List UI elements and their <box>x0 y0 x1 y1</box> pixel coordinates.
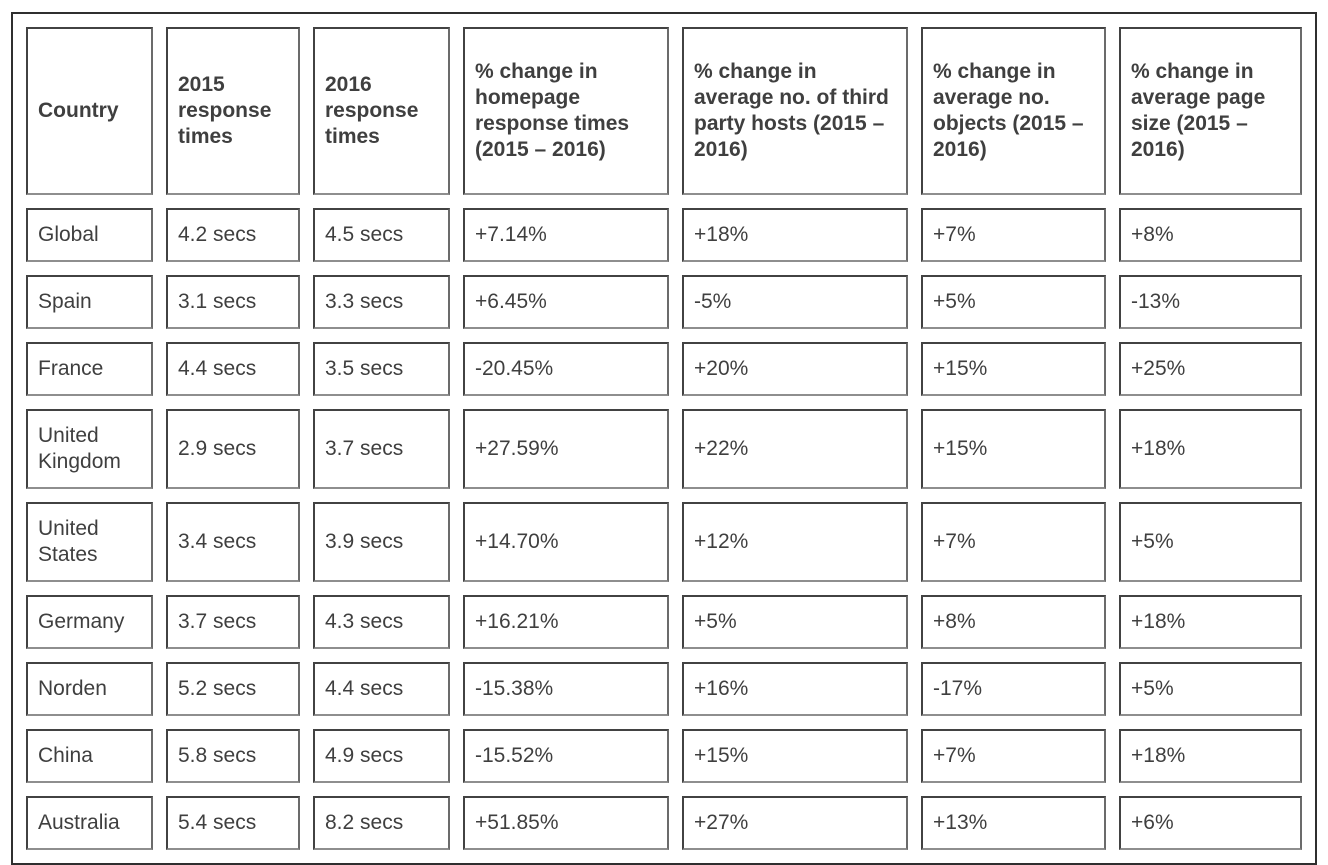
value-cell: 5.8 secs <box>166 729 300 783</box>
table-row: France 4.4 secs 3.5 secs -20.45% +20% +15% +25… <box>26 342 1302 396</box>
value-cell: +5% <box>921 275 1106 329</box>
value-cell: 4.5 secs <box>313 208 450 262</box>
value-cell: 2.9 secs <box>166 409 300 489</box>
value-cell: +18% <box>682 208 908 262</box>
country-cell: Norden <box>26 662 153 716</box>
value-cell: +15% <box>682 729 908 783</box>
value-cell: 3.7 secs <box>313 409 450 489</box>
table-row: Global 4.2 secs 4.5 secs +7.14% +18% +7% +8% <box>26 208 1302 262</box>
value-cell: -5% <box>682 275 908 329</box>
value-cell: -17% <box>921 662 1106 716</box>
value-cell: 3.5 secs <box>313 342 450 396</box>
value-cell: +13% <box>921 796 1106 850</box>
value-cell: +27% <box>682 796 908 850</box>
value-cell: -20.45% <box>463 342 669 396</box>
country-cell: France <box>26 342 153 396</box>
value-cell: +5% <box>682 595 908 649</box>
country-cell: Germany <box>26 595 153 649</box>
value-cell: +8% <box>921 595 1106 649</box>
value-cell: +22% <box>682 409 908 489</box>
value-cell: +7.14% <box>463 208 669 262</box>
value-cell: +5% <box>1119 662 1302 716</box>
value-cell: 4.3 secs <box>313 595 450 649</box>
response-times-table-frame: Country 2015 response times 2016 response … <box>11 12 1317 865</box>
value-cell: +14.70% <box>463 502 669 582</box>
country-cell: United States <box>26 502 153 582</box>
value-cell: 5.2 secs <box>166 662 300 716</box>
value-cell: +7% <box>921 502 1106 582</box>
header-row: Country 2015 response times 2016 response … <box>26 27 1302 195</box>
country-cell: Spain <box>26 275 153 329</box>
column-header: 2015 response times <box>166 27 300 195</box>
value-cell: 5.4 secs <box>166 796 300 850</box>
value-cell: +5% <box>1119 502 1302 582</box>
value-cell: +16% <box>682 662 908 716</box>
value-cell: +18% <box>1119 729 1302 783</box>
table-body: Global 4.2 secs 4.5 secs +7.14% +18% +7% +8% Sp… <box>26 208 1302 850</box>
value-cell: +15% <box>921 409 1106 489</box>
value-cell: +8% <box>1119 208 1302 262</box>
table-row: Spain 3.1 secs 3.3 secs +6.45% -5% +5% -13% <box>26 275 1302 329</box>
column-header: 2016 response times <box>313 27 450 195</box>
country-cell: China <box>26 729 153 783</box>
value-cell: 4.2 secs <box>166 208 300 262</box>
value-cell: +51.85% <box>463 796 669 850</box>
value-cell: +15% <box>921 342 1106 396</box>
value-cell: +27.59% <box>463 409 669 489</box>
country-cell: Global <box>26 208 153 262</box>
table-row: Australia 5.4 secs 8.2 secs +51.85% +27% +13%… <box>26 796 1302 850</box>
value-cell: -15.52% <box>463 729 669 783</box>
value-cell: +18% <box>1119 595 1302 649</box>
value-cell: +7% <box>921 208 1106 262</box>
value-cell: 4.4 secs <box>166 342 300 396</box>
column-header: % change in average no. objects (2015 – … <box>921 27 1106 195</box>
value-cell: 3.1 secs <box>166 275 300 329</box>
column-header: Country <box>26 27 153 195</box>
table-row: Norden 5.2 secs 4.4 secs -15.38% +16% -17% +5% <box>26 662 1302 716</box>
value-cell: +7% <box>921 729 1106 783</box>
value-cell: -15.38% <box>463 662 669 716</box>
value-cell: 8.2 secs <box>313 796 450 850</box>
value-cell: 4.4 secs <box>313 662 450 716</box>
value-cell: 3.3 secs <box>313 275 450 329</box>
value-cell: +12% <box>682 502 908 582</box>
value-cell: 3.9 secs <box>313 502 450 582</box>
value-cell: +6% <box>1119 796 1302 850</box>
column-header: % change in average page size (2015 – 20… <box>1119 27 1302 195</box>
value-cell: -13% <box>1119 275 1302 329</box>
value-cell: 3.7 secs <box>166 595 300 649</box>
table-header: Country 2015 response times 2016 response … <box>26 27 1302 195</box>
country-cell: Australia <box>26 796 153 850</box>
value-cell: +6.45% <box>463 275 669 329</box>
table-row: China 5.8 secs 4.9 secs -15.52% +15% +7% +18% <box>26 729 1302 783</box>
value-cell: +25% <box>1119 342 1302 396</box>
value-cell: 3.4 secs <box>166 502 300 582</box>
column-header: % change in homepage response times (201… <box>463 27 669 195</box>
table-row: United States 3.4 secs 3.9 secs +14.70% +12%… <box>26 502 1302 582</box>
column-header: % change in average no. of third party h… <box>682 27 908 195</box>
table-row: United Kingdom 2.9 secs 3.7 secs +27.59% +22… <box>26 409 1302 489</box>
value-cell: +18% <box>1119 409 1302 489</box>
response-times-table: Country 2015 response times 2016 response … <box>13 14 1315 863</box>
value-cell: 4.9 secs <box>313 729 450 783</box>
table-row: Germany 3.7 secs 4.3 secs +16.21% +5% +8% +18% <box>26 595 1302 649</box>
country-cell: United Kingdom <box>26 409 153 489</box>
value-cell: +16.21% <box>463 595 669 649</box>
value-cell: +20% <box>682 342 908 396</box>
